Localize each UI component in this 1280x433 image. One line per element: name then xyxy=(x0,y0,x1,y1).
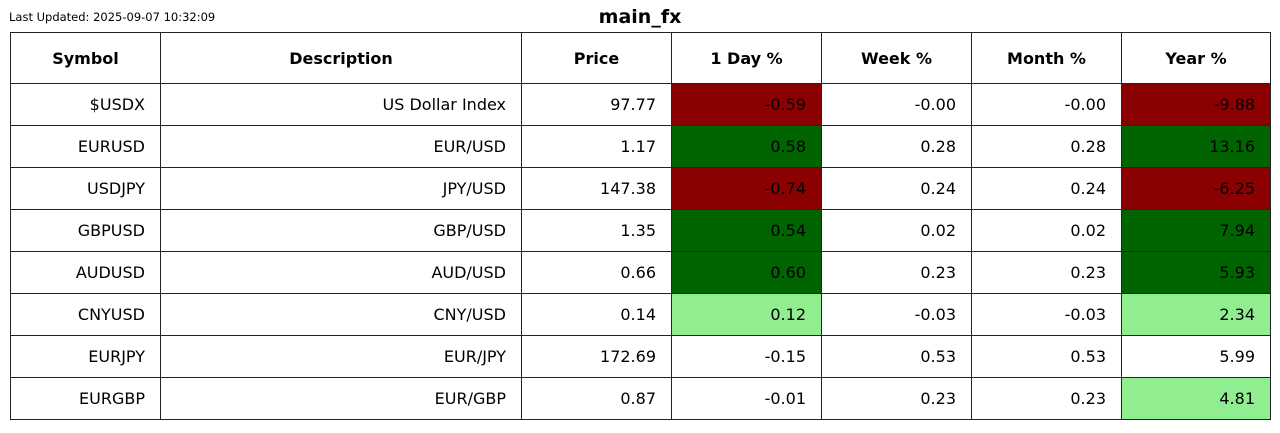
header-year-change: Year % xyxy=(1121,32,1271,84)
day-change-cell: -0.15 xyxy=(671,335,822,378)
month-change-cell: 0.53 xyxy=(971,335,1122,378)
description-cell: CNY/USD xyxy=(160,293,522,336)
header-description: Description xyxy=(160,32,522,84)
week-change-cell: 0.28 xyxy=(821,125,972,168)
price-cell: 147.38 xyxy=(521,167,672,210)
week-change-cell: 0.23 xyxy=(821,251,972,294)
week-change-cell: 0.23 xyxy=(821,377,972,420)
description-cell: EUR/USD xyxy=(160,125,522,168)
price-cell: 1.35 xyxy=(521,209,672,252)
year-change-cell: -9.88 xyxy=(1121,83,1271,126)
year-change-cell: -6.25 xyxy=(1121,167,1271,210)
symbol-cell: EURJPY xyxy=(10,335,161,378)
header-week-change: Week % xyxy=(821,32,972,84)
day-change-cell: -0.01 xyxy=(671,377,822,420)
day-change-cell: 0.54 xyxy=(671,209,822,252)
description-cell: US Dollar Index xyxy=(160,83,522,126)
table-row: EURJPY EUR/JPY 172.69 -0.15 0.53 0.53 5.99 xyxy=(10,335,1271,378)
price-cell: 1.17 xyxy=(521,125,672,168)
year-change-cell: 5.93 xyxy=(1121,251,1271,294)
symbol-cell: EURUSD xyxy=(10,125,161,168)
description-cell: JPY/USD xyxy=(160,167,522,210)
header-price: Price xyxy=(521,32,672,84)
header-month-change: Month % xyxy=(971,32,1122,84)
day-change-cell: 0.58 xyxy=(671,125,822,168)
month-change-cell: 0.28 xyxy=(971,125,1122,168)
table-row: $USDX US Dollar Index 97.77 -0.59 -0.00 -0.00… xyxy=(10,83,1271,126)
symbol-cell: CNYUSD xyxy=(10,293,161,336)
day-change-cell: -0.59 xyxy=(671,83,822,126)
table-row: GBPUSD GBP/USD 1.35 0.54 0.02 0.02 7.94 xyxy=(10,209,1271,252)
month-change-cell: 0.02 xyxy=(971,209,1122,252)
table-row: EURGBP EUR/GBP 0.87 -0.01 0.23 0.23 4.81 xyxy=(10,377,1271,420)
description-cell: EUR/GBP xyxy=(160,377,522,420)
week-change-cell: 0.02 xyxy=(821,209,972,252)
description-cell: AUD/USD xyxy=(160,251,522,294)
table-row: CNYUSD CNY/USD 0.14 0.12 -0.03 -0.03 2.34 xyxy=(10,293,1271,336)
month-change-cell: -0.00 xyxy=(971,83,1122,126)
year-change-cell: 5.99 xyxy=(1121,335,1271,378)
header-row: Symbol Description Price 1 Day % Week % … xyxy=(10,32,1271,84)
symbol-cell: EURGBP xyxy=(10,377,161,420)
header-day-change: 1 Day % xyxy=(671,32,822,84)
price-cell: 0.87 xyxy=(521,377,672,420)
table-row: EURUSD EUR/USD 1.17 0.58 0.28 0.28 13.16 xyxy=(10,125,1271,168)
month-change-cell: -0.03 xyxy=(971,293,1122,336)
price-cell: 172.69 xyxy=(521,335,672,378)
year-change-cell: 2.34 xyxy=(1121,293,1271,336)
week-change-cell: 0.24 xyxy=(821,167,972,210)
table-row: USDJPY JPY/USD 147.38 -0.74 0.24 0.24 -6.25 xyxy=(10,167,1271,210)
symbol-cell: AUDUSD xyxy=(10,251,161,294)
year-change-cell: 13.16 xyxy=(1121,125,1271,168)
table-body: $USDX US Dollar Index 97.77 -0.59 -0.00 -0.00… xyxy=(10,83,1271,420)
table-row: AUDUSD AUD/USD 0.66 0.60 0.23 0.23 5.93 xyxy=(10,251,1271,294)
last-updated-timestamp: Last Updated: 2025-09-07 10:32:09 xyxy=(9,10,216,24)
description-cell: EUR/JPY xyxy=(160,335,522,378)
symbol-cell: USDJPY xyxy=(10,167,161,210)
fx-table: Symbol Description Price 1 Day % Week % … xyxy=(10,32,1271,420)
week-change-cell: 0.53 xyxy=(821,335,972,378)
price-cell: 97.77 xyxy=(521,83,672,126)
symbol-cell: GBPUSD xyxy=(10,209,161,252)
week-change-cell: -0.03 xyxy=(821,293,972,336)
month-change-cell: 0.24 xyxy=(971,167,1122,210)
symbol-cell: $USDX xyxy=(10,83,161,126)
day-change-cell: 0.60 xyxy=(671,251,822,294)
price-cell: 0.14 xyxy=(521,293,672,336)
header-symbol: Symbol xyxy=(10,32,161,84)
month-change-cell: 0.23 xyxy=(971,251,1122,294)
table-title: main_fx xyxy=(598,6,682,28)
day-change-cell: 0.12 xyxy=(671,293,822,336)
month-change-cell: 0.23 xyxy=(971,377,1122,420)
description-cell: GBP/USD xyxy=(160,209,522,252)
day-change-cell: -0.74 xyxy=(671,167,822,210)
year-change-cell: 4.81 xyxy=(1121,377,1271,420)
week-change-cell: -0.00 xyxy=(821,83,972,126)
price-cell: 0.66 xyxy=(521,251,672,294)
year-change-cell: 7.94 xyxy=(1121,209,1271,252)
